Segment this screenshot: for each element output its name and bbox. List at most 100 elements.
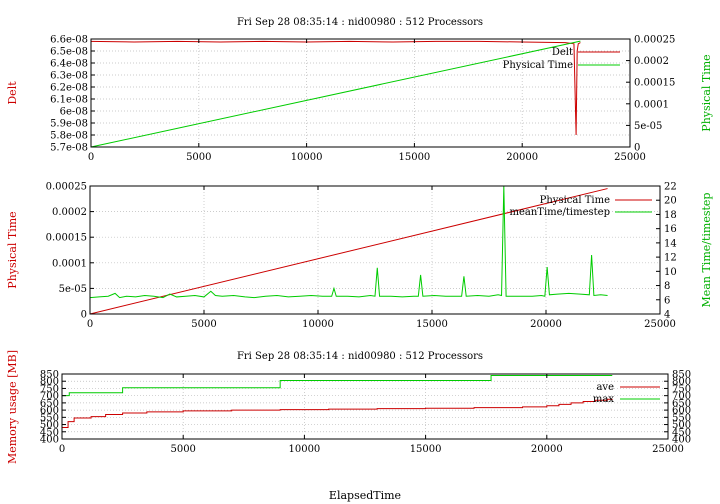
panel2-ytick-label: 0 xyxy=(81,310,87,321)
panel2-y2tick-label: 16 xyxy=(664,224,677,235)
panel3-y2tick-label: 550 xyxy=(672,413,691,424)
panel2-grid xyxy=(90,186,660,314)
panel1-series xyxy=(90,40,581,148)
panel3-xtick-label: 20000 xyxy=(531,444,563,455)
panel3-y2tick-label: 500 xyxy=(672,420,691,431)
panel2-series-meantime-timestep xyxy=(89,185,608,299)
panel3-legend-label-max: max xyxy=(593,394,614,405)
panel3-grid xyxy=(62,374,668,439)
panel3-series-ave xyxy=(62,398,613,428)
panel2-legend: Physical Time meanTime/timestep xyxy=(509,195,652,218)
panel3-y2tick-label: 850 xyxy=(672,370,691,381)
panel2-y2tick-label: 6 xyxy=(664,295,670,306)
panel3-y2tick-label: 800 xyxy=(672,377,691,388)
panel2-plot-frame xyxy=(89,185,661,315)
panel2-series-physical-time xyxy=(89,188,608,315)
panel3-legend: ave max xyxy=(593,382,660,405)
panel1-title: Fri Sep 28 08:35:14 : nid00980 : 512 Pro… xyxy=(237,17,483,28)
panel2-xtick-label: 10000 xyxy=(302,319,334,330)
panel3-ylabel: Memory usage [MB] xyxy=(6,350,19,464)
panel2-ytick-label: 5e-05 xyxy=(59,284,87,295)
panel2-y2tick-label: 12 xyxy=(664,253,677,264)
panel1-ytick-label: 5.9e-08 xyxy=(50,119,88,130)
panel1-ytick-label: 6.4e-08 xyxy=(50,59,88,70)
panel2-ytick-label: 0.00025 xyxy=(46,182,87,193)
panel-delt-physical-time: Fri Sep 28 08:35:14 : nid00980 : 512 Pro… xyxy=(6,17,713,163)
panel2-xtick-label: 5000 xyxy=(191,319,216,330)
panel1-ytick-label: 5.8e-08 xyxy=(50,131,88,142)
panel1-xtick-label: 0 xyxy=(88,152,94,163)
panel1-ytick-label: 6.6e-08 xyxy=(50,35,88,46)
panel3-ytick-label: 850 xyxy=(40,370,59,381)
panel2-xtick-label: 20000 xyxy=(530,319,562,330)
panel1-ytick-label: 6.3e-08 xyxy=(50,71,88,82)
panel3-y2tick-label: 600 xyxy=(672,406,691,417)
panel1-xtick-label: 10000 xyxy=(291,152,323,163)
panel2-y2tick-label: 14 xyxy=(664,238,677,249)
panel-physical-time-mean-time: 0 5000 10000 15000 20000 25000 0 5e-05 0.0001 0.0… xyxy=(6,182,713,331)
panel3-ticks: 0 5000 10000 15000 20000 25000400450500550600… xyxy=(40,370,691,456)
panel1-xtick-label: 20000 xyxy=(506,152,538,163)
panel3-ytick-label: 600 xyxy=(40,406,59,417)
panel2-xtick-label: 15000 xyxy=(416,319,448,330)
panel3-plot-frame xyxy=(61,373,669,440)
panel3-title: Fri Sep 28 08:35:14 : nid00980 : 512 Pro… xyxy=(237,351,483,362)
panel1-xtick-label: 5000 xyxy=(186,152,211,163)
panel3-ytick-label: 700 xyxy=(40,391,59,402)
panel1-plot-frame xyxy=(90,38,631,148)
panel1-y2label: Physical Time xyxy=(700,54,713,131)
panel1-xtick-label: 25000 xyxy=(614,152,646,163)
panel1-series-physical-time xyxy=(90,40,581,148)
panel1-ytick-label: 6.5e-08 xyxy=(50,47,88,58)
panel2-y2tick-label: 10 xyxy=(664,267,677,278)
panel3-y2tick-label: 650 xyxy=(672,398,691,409)
panel1-legend: Delt Physical Time xyxy=(503,47,620,71)
panel2-y2tick-label: 4 xyxy=(664,310,670,321)
panel1-ytick-label: 6e-08 xyxy=(60,107,88,118)
panel3-xlabel: ElapsedTime xyxy=(329,489,401,502)
panel1-xtick-label: 15000 xyxy=(398,152,430,163)
panel1-y2tick-label: 0.00025 xyxy=(634,35,675,46)
panel1-y2tick-label: 0.0001 xyxy=(634,99,669,110)
panel2-y2tick-label: 20 xyxy=(664,196,677,207)
panel1-legend-label-physical-time: Physical Time xyxy=(503,60,573,71)
panel3-xtick-label: 25000 xyxy=(652,444,684,455)
panel2-y2label: Mean Time/timestep xyxy=(700,193,713,308)
panel2-ytick-label: 0.00015 xyxy=(46,233,87,244)
panel1-ytick-label: 6.1e-08 xyxy=(50,95,88,106)
panel3-xtick-label: 10000 xyxy=(288,444,320,455)
panel3-series-max xyxy=(62,374,613,397)
panel1-ytick-label: 6.2e-08 xyxy=(50,83,88,94)
panel3-ytick-label: 650 xyxy=(40,398,59,409)
panel1-ticks: 0 5000 10000 15000 20000 25000 5.7e-085.8e-085… xyxy=(50,35,675,164)
panel-memory-usage: Fri Sep 28 08:35:14 : nid00980 : 512 Pro… xyxy=(6,350,691,502)
panel3-ytick-label: 400 xyxy=(40,435,59,446)
panel3-y2tick-label: 400 xyxy=(672,435,691,446)
panel3-ytick-label: 450 xyxy=(40,427,59,438)
panel1-grid xyxy=(91,39,630,147)
panel3-ytick-label: 750 xyxy=(40,384,59,395)
panel2-ytick-label: 0.0001 xyxy=(52,258,87,269)
panel3-y2tick-label: 450 xyxy=(672,427,691,438)
panel3-xtick-label: 5000 xyxy=(170,444,195,455)
panel1-ylabel: Delt xyxy=(6,81,19,105)
panel3-series xyxy=(62,374,613,428)
panel3-ytick-label: 800 xyxy=(40,377,59,388)
panel3-xtick-label: 0 xyxy=(59,444,65,455)
panel3-y2tick-label: 700 xyxy=(672,391,691,402)
panel2-series xyxy=(89,185,608,315)
panel1-series-delt xyxy=(90,40,581,136)
panel3-legend-label-ave: ave xyxy=(596,382,614,393)
panel1-ytick-label: 5.7e-08 xyxy=(50,143,88,154)
panel2-legend-label-physical-time: Physical Time xyxy=(540,195,610,206)
panel1-y2tick-label: 0.00015 xyxy=(634,78,675,89)
panel2-ticks: 0 5000 10000 15000 20000 25000 0 5e-05 0.0001 0.0… xyxy=(46,182,677,331)
panel2-y2tick-label: 22 xyxy=(664,182,677,193)
panel2-y2tick-label: 8 xyxy=(664,281,670,292)
panel1-y2tick-label: 0.0002 xyxy=(634,56,669,67)
panel3-ytick-label: 500 xyxy=(40,420,59,431)
panel2-legend-label-meantime: meanTime/timestep xyxy=(509,207,610,218)
panel2-ylabel: Physical Time xyxy=(6,211,19,288)
panel2-y2tick-label: 18 xyxy=(664,210,677,221)
panel3-y2tick-label: 750 xyxy=(672,384,691,395)
